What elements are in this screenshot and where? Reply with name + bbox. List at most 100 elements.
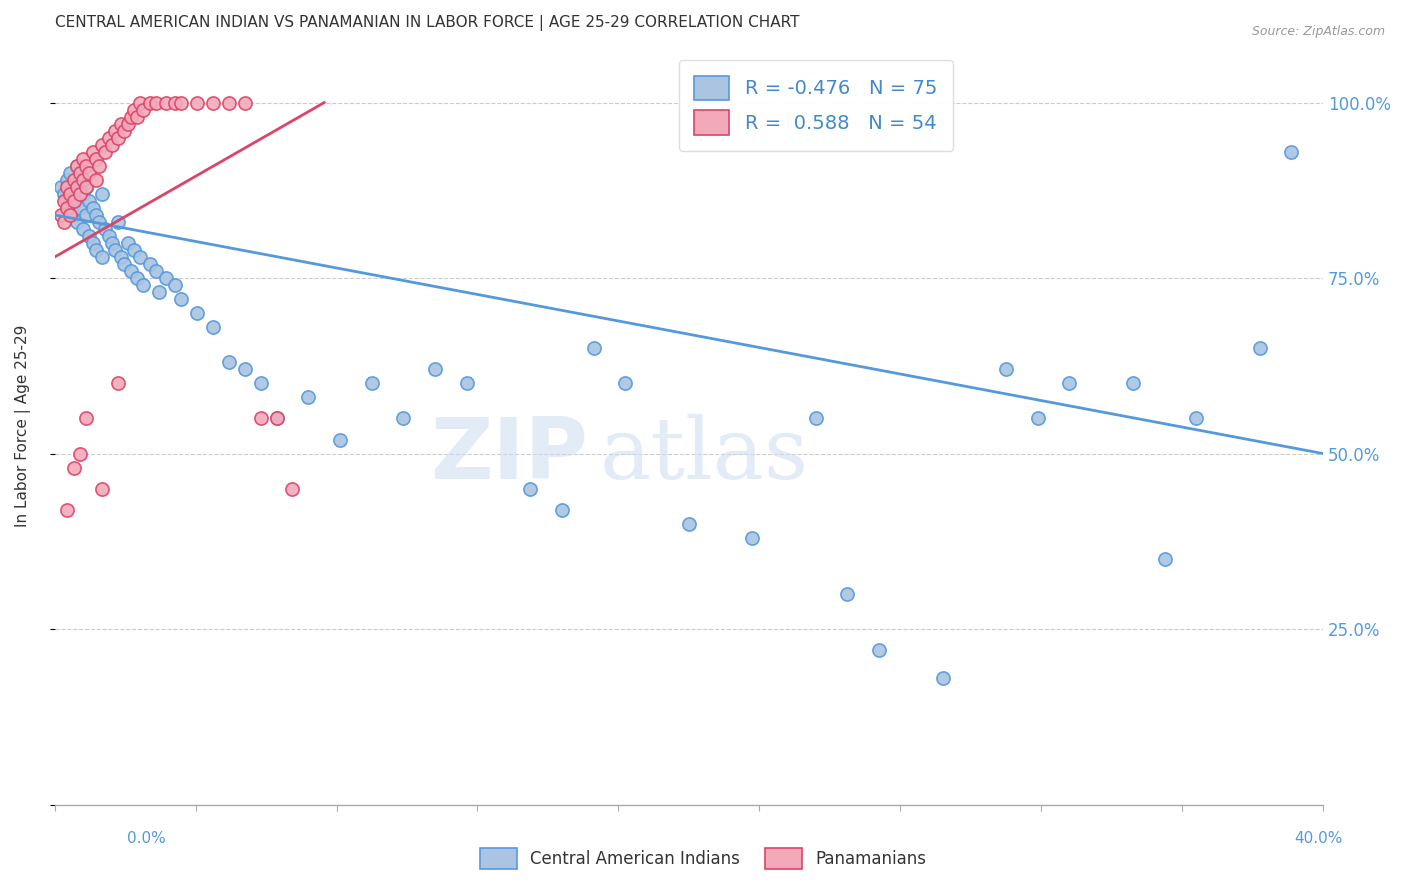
Point (112, 257, 135, 271)
Point (62, 460, 84, 475)
Point (582, 341, 605, 355)
Point (56, 194, 79, 208)
Point (218, 95, 240, 110)
Point (425, 362, 447, 376)
Point (741, 531, 763, 545)
Point (82, 235, 104, 250)
Point (1153, 552, 1175, 566)
Text: Source: ZipAtlas.com: Source: ZipAtlas.com (1251, 25, 1385, 38)
Point (75, 208, 97, 222)
Point (49, 179, 72, 194)
Point (281, 482, 304, 496)
Point (91, 186, 114, 201)
Point (69, 173, 91, 187)
Point (112, 123, 135, 137)
Point (82, 201, 104, 215)
Point (72, 152, 94, 166)
Point (1059, 376, 1081, 391)
Point (297, 391, 319, 405)
Point (75, 159, 97, 173)
Y-axis label: In Labor Force | Age 25-29: In Labor Force | Age 25-29 (15, 325, 31, 526)
Text: atlas: atlas (600, 414, 810, 498)
Point (995, 362, 1018, 376)
Point (125, 271, 148, 285)
Point (91, 137, 114, 152)
Point (84, 243, 107, 257)
Point (122, 103, 145, 117)
Point (249, 376, 271, 391)
Point (148, 285, 170, 299)
Point (456, 376, 478, 391)
Legend: Central American Indians, Panamanians: Central American Indians, Panamanians (474, 841, 932, 876)
Point (392, 411, 415, 425)
Point (155, 271, 177, 285)
Point (62, 179, 84, 194)
Point (120, 110, 142, 124)
Point (59, 186, 82, 201)
Point (82, 145, 104, 159)
Point (122, 243, 145, 257)
Point (107, 215, 129, 229)
Point (72, 222, 94, 236)
Point (132, 278, 155, 293)
Point (678, 516, 700, 531)
Point (84, 152, 107, 166)
Point (84, 208, 107, 222)
Point (1185, 411, 1208, 425)
Point (69, 201, 91, 215)
Point (97, 130, 120, 145)
Point (53, 186, 76, 201)
Point (249, 411, 271, 425)
Point (53, 215, 76, 229)
Point (66, 215, 89, 229)
Point (94, 222, 117, 236)
Point (75, 411, 97, 425)
Point (53, 194, 76, 208)
Point (120, 264, 142, 278)
Point (87, 215, 110, 229)
Point (56, 173, 79, 187)
Point (91, 482, 114, 496)
Point (186, 306, 208, 320)
Point (79, 166, 101, 180)
Point (100, 137, 122, 152)
Point (66, 159, 89, 173)
Point (107, 130, 129, 145)
Point (72, 173, 94, 187)
Point (62, 173, 84, 187)
Legend: R = -0.476   N = 75, R =  0.588   N = 54: R = -0.476 N = 75, R = 0.588 N = 54 (679, 60, 953, 151)
Point (125, 110, 148, 124)
Point (59, 166, 82, 180)
Point (1249, 341, 1271, 355)
Point (79, 194, 101, 208)
Point (66, 159, 89, 173)
Point (59, 208, 82, 222)
Point (97, 229, 120, 244)
Point (49, 208, 72, 222)
Point (66, 179, 89, 194)
Point (94, 145, 117, 159)
Point (804, 411, 827, 425)
Text: CENTRAL AMERICAN INDIAN VS PANAMANIAN IN LABOR FORCE | AGE 25-29 CORRELATION CHA: CENTRAL AMERICAN INDIAN VS PANAMANIAN IN… (55, 15, 799, 31)
Point (868, 643, 890, 657)
Point (56, 201, 79, 215)
Point (79, 229, 101, 244)
Point (56, 502, 79, 516)
Point (1122, 376, 1144, 391)
Point (519, 482, 541, 496)
Point (139, 257, 162, 271)
Point (145, 264, 167, 278)
Point (56, 179, 79, 194)
Point (72, 186, 94, 201)
Point (1281, 145, 1303, 159)
Point (931, 671, 953, 685)
Point (110, 117, 132, 131)
Point (266, 411, 288, 425)
Point (107, 376, 129, 391)
Point (165, 278, 187, 293)
Point (202, 320, 225, 334)
Point (551, 502, 574, 516)
Point (117, 117, 139, 131)
Point (59, 201, 82, 215)
Point (69, 166, 91, 180)
